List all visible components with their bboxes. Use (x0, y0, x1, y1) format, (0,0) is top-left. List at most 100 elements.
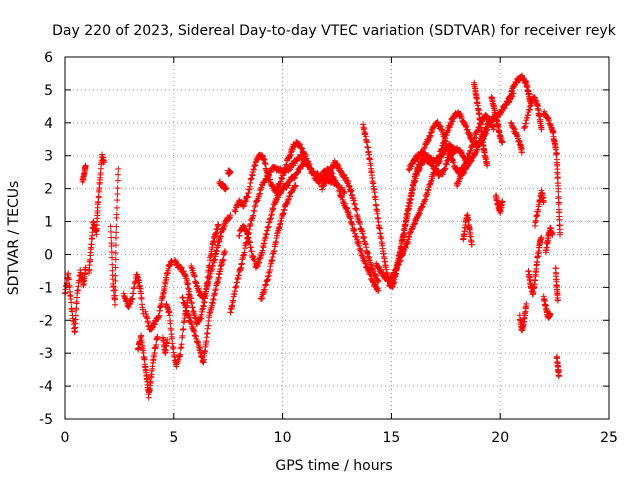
data-point (268, 168, 275, 175)
data-point (138, 295, 145, 302)
data-point (65, 276, 72, 283)
data-point (249, 213, 256, 220)
data-point (249, 215, 256, 222)
data-point (256, 190, 263, 197)
y-tick-label: 1 (44, 215, 53, 231)
data-point (164, 337, 171, 344)
data-point (113, 229, 120, 236)
data-point (301, 159, 308, 166)
data-point (371, 189, 378, 196)
data-point (221, 248, 228, 255)
data-point (227, 169, 234, 176)
x-tick-label: 0 (61, 430, 70, 446)
data-point (555, 373, 562, 380)
data-point (215, 221, 222, 228)
data-point (109, 261, 116, 268)
y-tick-label: -1 (39, 280, 53, 296)
data-point (108, 248, 115, 255)
data-point (154, 333, 161, 340)
y-tick-label: 6 (44, 50, 53, 66)
data-point (557, 231, 564, 238)
data-point (112, 242, 119, 249)
data-point (555, 188, 562, 195)
data-point (553, 150, 560, 157)
x-tick-label: 15 (382, 430, 400, 446)
data-point (72, 312, 79, 319)
data-point (82, 162, 89, 169)
data-point (112, 277, 119, 284)
x-tick-label: 20 (491, 430, 509, 446)
data-point (256, 191, 263, 198)
data-point (115, 171, 122, 178)
data-point (177, 351, 184, 358)
y-tick-label: 4 (44, 116, 53, 132)
data-point (153, 341, 160, 348)
data-point (112, 250, 119, 257)
data-point (180, 325, 187, 332)
data-point (129, 295, 136, 302)
data-point (538, 235, 545, 241)
data-point (499, 139, 506, 146)
plot-border (64, 56, 610, 420)
y-tick-label: -4 (39, 379, 53, 395)
data-point (114, 177, 121, 184)
data-series (62, 72, 564, 401)
y-axis-label: SDTVAR / TECUs (6, 181, 22, 296)
data-point (209, 263, 216, 270)
data-point (556, 216, 563, 223)
data-point (250, 212, 257, 219)
y-tick-label: 3 (44, 149, 53, 165)
chart-title: Day 220 of 2023, Sidereal Day-to-day VTE… (52, 23, 617, 39)
data-point (245, 234, 252, 241)
data-point (341, 188, 348, 195)
data-point (109, 254, 116, 261)
y-tick-label: -2 (39, 313, 53, 329)
y-tick-label: -3 (39, 346, 53, 362)
data-point (112, 256, 119, 263)
x-tick-label: 25 (600, 430, 618, 446)
data-point (523, 300, 530, 307)
data-point (115, 165, 122, 172)
data-point (540, 198, 547, 205)
data-point (113, 223, 120, 230)
data-point (82, 264, 89, 271)
data-point (101, 159, 108, 166)
data-point (465, 216, 472, 223)
data-point (257, 187, 264, 194)
data-point (145, 394, 152, 401)
data-point (334, 182, 340, 189)
data-point (204, 330, 211, 337)
data-point (353, 206, 360, 213)
data-point (223, 185, 230, 192)
data-point (178, 341, 185, 348)
data-point (107, 223, 114, 230)
data-point (114, 204, 121, 211)
y-tick-label: -5 (39, 412, 53, 428)
data-point (251, 208, 258, 215)
data-point (114, 191, 121, 198)
data-point (250, 207, 257, 214)
y-tick-label: 0 (44, 247, 53, 263)
data-point (499, 198, 506, 205)
data-point (179, 332, 186, 339)
data-point (375, 277, 382, 284)
data-point (112, 287, 119, 294)
data-point (113, 211, 120, 218)
data-point (108, 243, 115, 250)
data-point (549, 231, 556, 238)
data-point (547, 310, 554, 317)
data-point (484, 162, 491, 169)
data-point (252, 202, 259, 209)
x-tick-label: 10 (274, 430, 292, 446)
data-point (88, 241, 95, 248)
data-point (372, 196, 379, 203)
data-point (257, 185, 264, 192)
data-point (112, 292, 119, 299)
data-point (538, 126, 545, 133)
series-sdtvar (62, 72, 564, 401)
data-point (220, 256, 227, 263)
data-point (292, 182, 299, 189)
data-point (112, 264, 119, 271)
